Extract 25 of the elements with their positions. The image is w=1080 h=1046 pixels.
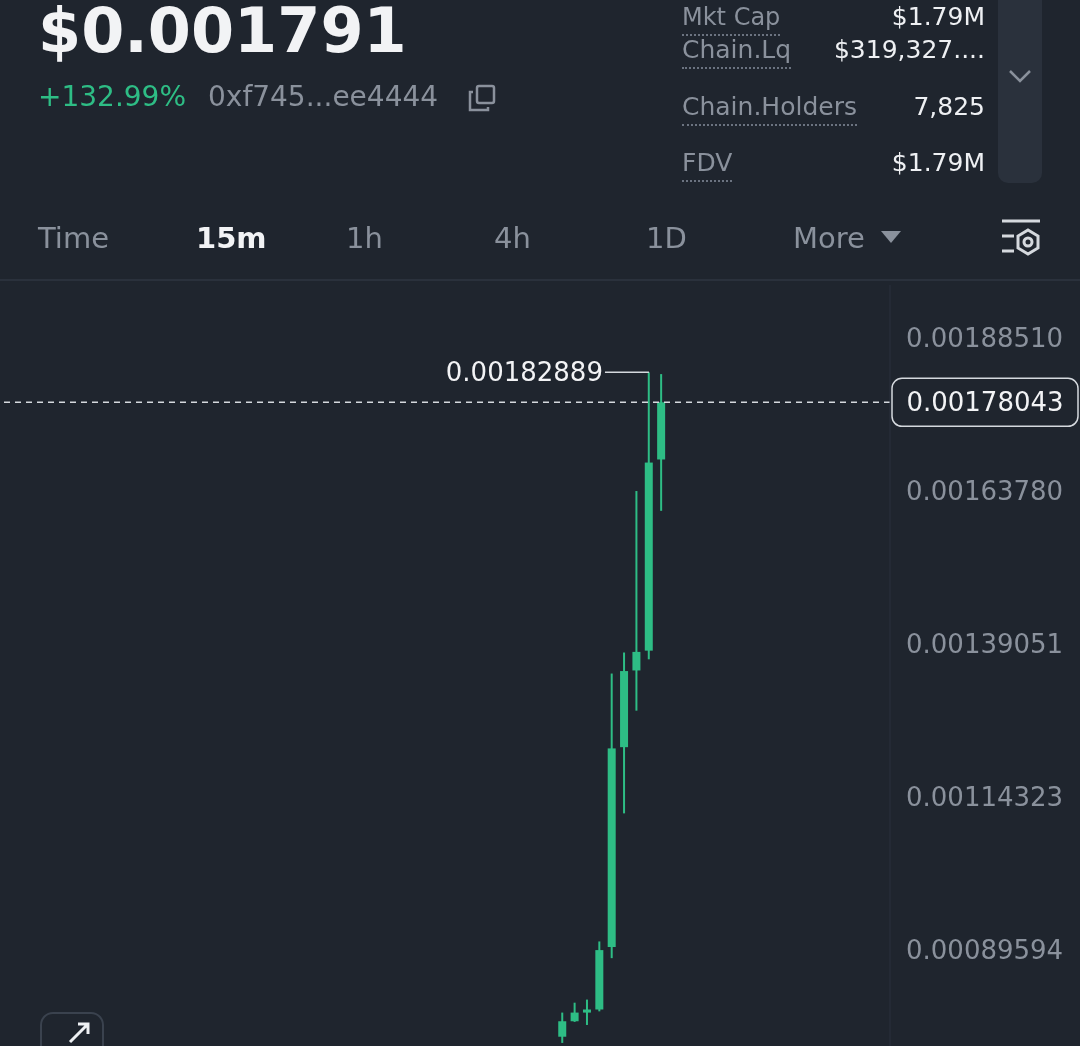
y-tick-label: 0.00163780 xyxy=(906,475,1064,506)
y-tick-label: 0.00114323 xyxy=(906,781,1064,812)
text: +132.99% xyxy=(38,80,187,114)
text: Time xyxy=(38,221,109,255)
text: FDV xyxy=(682,146,733,182)
text: $319,327.... xyxy=(833,34,985,66)
text: 1D xyxy=(646,221,687,255)
candlestick xyxy=(582,999,591,1025)
y-tick-label: 0.00188510 xyxy=(906,322,1064,353)
text: 0xf745...ee4444 xyxy=(208,80,439,114)
text: $1.79M xyxy=(891,1,985,33)
text: 7,825 xyxy=(913,91,985,123)
text: 1h xyxy=(346,221,383,255)
y-tick-label: 0.00089594 xyxy=(906,934,1064,965)
text: Chain.Holders xyxy=(682,90,857,126)
y-tick-label: 0.00139051 xyxy=(906,628,1064,659)
text: $1.79M xyxy=(891,147,985,179)
text: Chain.Lq xyxy=(682,33,792,69)
text: Mkt Cap xyxy=(682,0,781,36)
text: 15m xyxy=(196,221,267,255)
text: More xyxy=(793,221,865,255)
text: 4h xyxy=(494,221,531,255)
annotation: 0.00182889 xyxy=(445,357,603,388)
chart-title: $0.001791 xyxy=(38,0,407,67)
ref-line-label: 0.00178043 xyxy=(906,387,1064,418)
